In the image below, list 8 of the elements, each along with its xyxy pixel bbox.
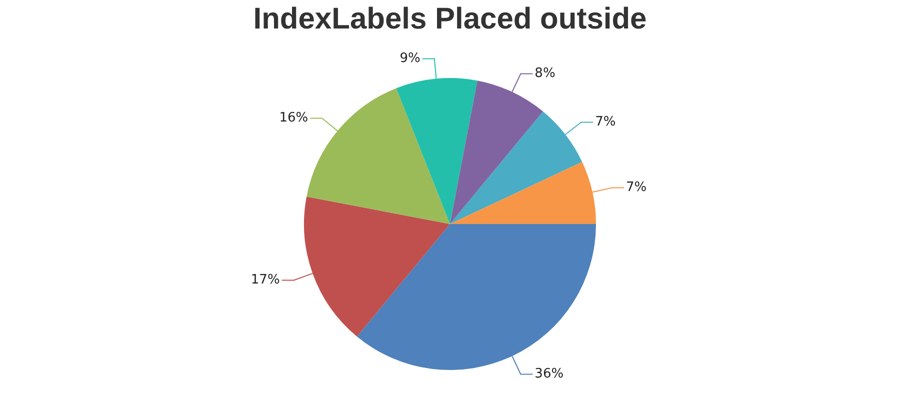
data-label: 8% [534,66,556,82]
chart-title: IndexLabels Placed outside [253,2,647,36]
data-label: 7% [626,180,647,196]
data-label: 7% [595,114,616,130]
data-label: 9% [400,51,420,66]
data-label: 36% [534,366,564,382]
data-label: 16% [279,110,308,126]
data-label: 17% [250,272,280,288]
